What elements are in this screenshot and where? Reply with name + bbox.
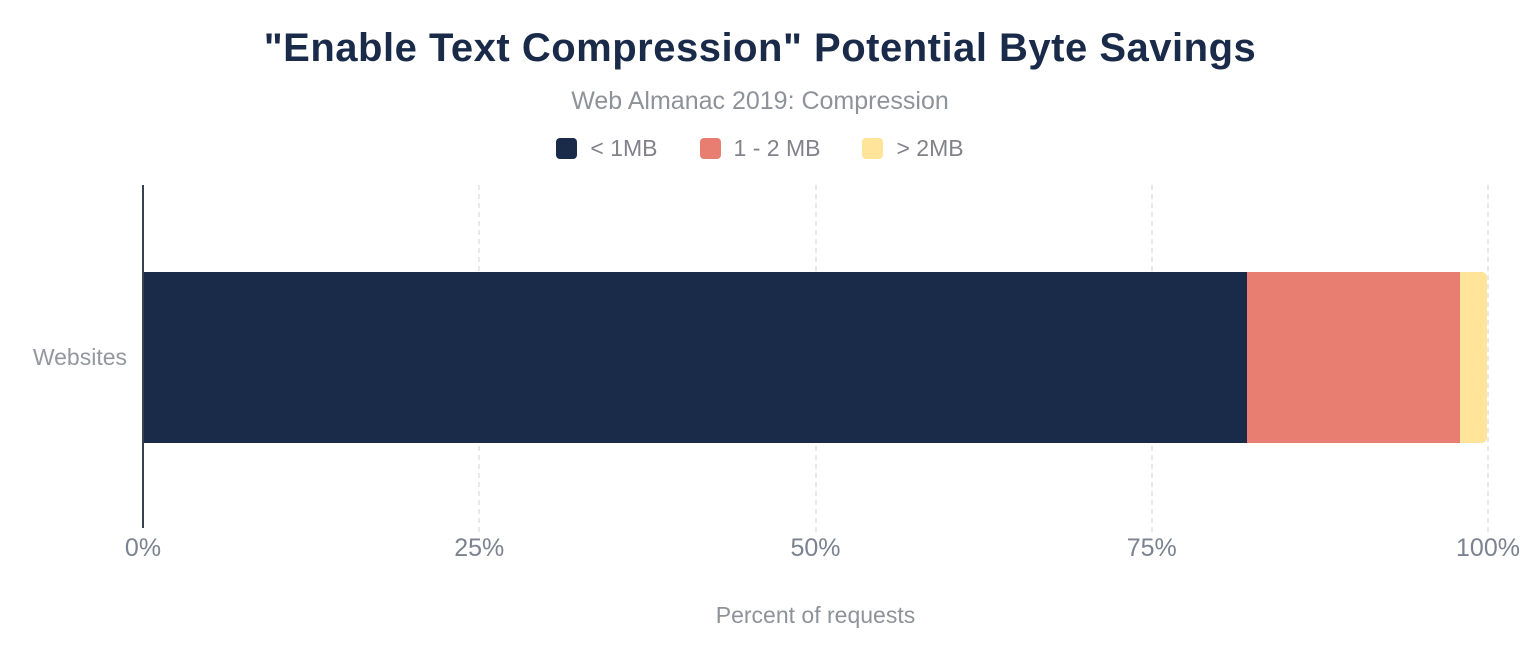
legend-item[interactable]: > 2MB — [862, 135, 964, 162]
bar-segment[interactable] — [1246, 272, 1461, 443]
y-axis-line — [142, 185, 144, 528]
bar-segment[interactable] — [144, 272, 1247, 443]
chart-title: "Enable Text Compression" Potential Byte… — [263, 26, 1257, 70]
x-tick-label: 100% — [1456, 534, 1520, 562]
x-axis-tick-labels: 0% 25% 50% 75% 100% — [125, 534, 1520, 566]
bar-segment[interactable] — [1460, 272, 1487, 443]
legend-item[interactable]: 1 - 2 MB — [699, 135, 821, 162]
legend-label: 1 - 2 MB — [733, 135, 821, 161]
legend-label: < 1MB — [590, 135, 658, 161]
plot-area — [142, 185, 1489, 536]
legend-swatch-icon — [862, 138, 884, 159]
stacked-bar — [144, 272, 1487, 443]
x-tick-label: 50% — [790, 534, 841, 562]
legend-swatch-icon — [556, 138, 578, 159]
legend: < 1MB 1 - 2 MB > 2MB — [0, 135, 1520, 162]
x-tick-label: 75% — [1126, 534, 1177, 562]
x-tick-label: 25% — [454, 534, 505, 562]
x-axis-title: Percent of requests — [715, 602, 916, 628]
gridline — [1487, 185, 1489, 536]
legend-swatch-icon — [699, 138, 721, 159]
y-axis-category-label: Websites — [32, 344, 127, 370]
legend-item[interactable]: < 1MB — [556, 135, 658, 162]
x-tick-label: 0% — [124, 534, 162, 562]
legend-label: > 2MB — [896, 135, 964, 161]
chart-subtitle: Web Almanac 2019: Compression — [571, 87, 949, 115]
